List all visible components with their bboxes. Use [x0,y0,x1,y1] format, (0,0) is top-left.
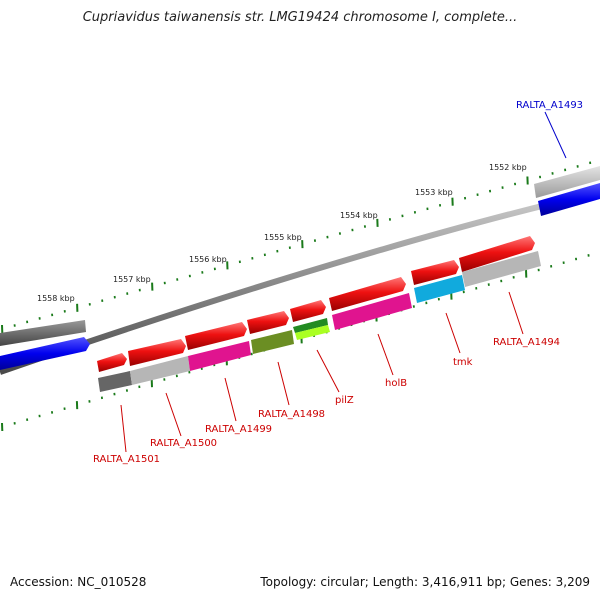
leader-tmk [445,312,461,354]
leader-1494 [508,291,524,335]
gene-1500-fwd[interactable] [128,339,186,366]
cog-1500[interactable] [130,356,190,385]
cog-boxes [98,251,541,392]
scale-ticks-upper [1,161,592,334]
cog-1499[interactable] [188,341,251,371]
gene-holB-fwd[interactable] [329,277,406,311]
label-pilz[interactable]: pilZ [335,395,354,406]
label-tmk[interactable]: tmk [453,357,473,368]
label-ralta-a1493[interactable]: RALTA_A1493 [516,100,583,111]
gene-pilZ-fwd[interactable] [290,300,326,322]
label-ralta-a1499[interactable]: RALTA_A1499 [205,424,272,435]
kbp-labels: 1552 kbp 1553 kbp 1554 kbp 1555 kbp 1556… [37,163,527,303]
map-title: Cupriavidus taiwanensis str. LMG19424 ch… [82,10,518,25]
gene-1498-fwd[interactable] [247,311,289,334]
leader-1499 [224,377,237,422]
feature-left-gray[interactable] [0,320,86,346]
cog-pilZ-a[interactable] [293,318,328,333]
kbp-label: 1553 kbp [415,188,453,197]
label-ralta-a1500[interactable]: RALTA_A1500 [150,438,217,449]
leader-1493 [544,111,567,159]
cog-1498[interactable] [251,330,294,354]
kbp-label: 1555 kbp [264,233,302,242]
leader-holB [377,333,394,376]
kbp-label: 1558 kbp [37,294,75,303]
kbp-label: 1557 kbp [113,275,151,284]
gene-1499-fwd[interactable] [185,322,247,350]
kbp-label: 1556 kbp [189,255,227,264]
gene-tmk-fwd[interactable] [411,260,459,285]
label-ralta-a1494[interactable]: RALTA_A1494 [493,337,560,348]
label-holb[interactable]: holB [385,378,407,389]
kbp-label: 1552 kbp [489,163,527,172]
feature-right-gray[interactable] [534,166,600,198]
cog-1501[interactable] [98,371,132,392]
leader-pilZ [316,349,340,393]
accession-text: Accession: NC_010528 [10,575,147,589]
gene-labels: RALTA_A1493 RALTA_A1494 tmk holB pilZ RA… [93,100,583,465]
cog-pilZ-b[interactable] [295,325,330,340]
forward-genes [97,236,535,372]
label-ralta-a1498[interactable]: RALTA_A1498 [258,409,325,420]
cog-tmk[interactable] [414,275,465,303]
gene-1494-fwd[interactable] [459,236,535,272]
leader-1498 [277,361,290,406]
leader-lines [120,111,567,453]
kbp-label: 1554 kbp [340,211,378,220]
leader-1500 [165,392,182,437]
leader-1501 [120,404,127,453]
cog-1494[interactable] [462,251,541,287]
feature-left-blue[interactable] [0,337,90,370]
topology-text: Topology: circular; Length: 3,416,911 bp… [260,575,590,589]
cog-holB[interactable] [332,293,412,330]
label-ralta-a1501[interactable]: RALTA_A1501 [93,454,160,465]
gene-1501-fwd[interactable] [97,353,127,372]
feature-right-blue[interactable] [538,183,600,216]
